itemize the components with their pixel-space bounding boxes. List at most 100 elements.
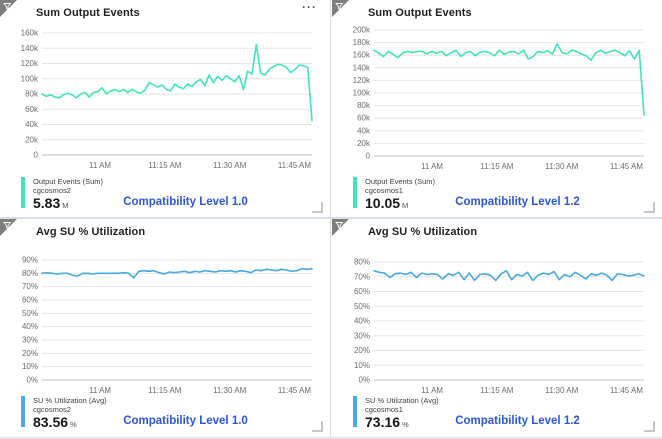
filter-corner-icon[interactable] — [0, 0, 18, 18]
svg-text:40%: 40% — [22, 322, 38, 331]
su-utilization-line-chart-cgcosmos1: 80% 70% 60% 50% 40% 30% 20% 10% 0% 11 AM 11:15 AM 1… — [354, 258, 645, 395]
compatibility-caption: Compatibility Level 1.2 — [455, 196, 580, 208]
legend-resource-name: cgcosmos1 — [365, 405, 403, 414]
metric-value: 5.83 — [33, 195, 61, 211]
tile-title: Sum Output Events — [368, 7, 472, 19]
tile-sum-output-events-cgcosmos2[interactable]: 160k 140k 120k 100k 80k 60k 40k 20k 0 11 AM 11:15 … — [0, 0, 331, 219]
svg-text:11:30 AM: 11:30 AM — [545, 386, 579, 395]
compatibility-caption: Compatibility Level 1.0 — [123, 415, 248, 427]
legend-color-bar — [353, 396, 357, 427]
metric-unit: M — [402, 201, 409, 210]
svg-text:60k: 60k — [357, 114, 371, 123]
legend-metric-label: SU % Utilization (Avg) — [365, 396, 439, 405]
svg-text:0: 0 — [34, 151, 39, 160]
svg-text:11:45 AM: 11:45 AM — [610, 162, 644, 171]
legend: Output Events (Sum) cgcosmos2 5.83 M — [21, 177, 103, 210]
legend-color-bar — [353, 177, 357, 208]
svg-text:40k: 40k — [25, 120, 39, 129]
svg-text:60k: 60k — [25, 105, 39, 114]
legend: SU % Utilization (Avg) cgcosmos2 83.56 % — [21, 396, 107, 429]
tile-sum-output-events-cgcosmos1[interactable]: 200k 180k 160k 140k 120k 100k 80k 60k 40k 20k 0 11 … — [332, 0, 662, 219]
svg-text:90%: 90% — [22, 256, 38, 265]
metric-value: 10.05 — [365, 195, 401, 211]
svg-text:120k: 120k — [21, 59, 39, 68]
resize-handle[interactable] — [644, 421, 655, 432]
tile-column-divider — [330, 0, 331, 439]
svg-text:11:45 AM: 11:45 AM — [610, 386, 644, 395]
svg-text:11:45 AM: 11:45 AM — [278, 161, 312, 170]
metric-unit: % — [70, 420, 77, 429]
resize-handle[interactable] — [644, 202, 655, 213]
legend-color-bar — [21, 177, 25, 208]
svg-text:70%: 70% — [22, 282, 38, 291]
svg-text:60%: 60% — [22, 296, 38, 305]
tile-title: Avg SU % Utilization — [368, 226, 478, 238]
svg-text:140k: 140k — [21, 44, 39, 53]
legend-metric-label: Output Events (Sum) — [33, 177, 104, 186]
svg-text:11 AM: 11 AM — [421, 386, 443, 395]
svg-text:100k: 100k — [21, 74, 39, 83]
dashboard-bottom-edge — [0, 437, 662, 439]
svg-text:11:30 AM: 11:30 AM — [545, 162, 579, 171]
svg-text:70%: 70% — [354, 272, 370, 281]
legend: SU % Utilization (Avg) cgcosmos1 73.16 % — [353, 396, 439, 429]
filter-corner-icon[interactable] — [332, 219, 350, 237]
svg-text:160k: 160k — [353, 51, 371, 60]
svg-text:80%: 80% — [354, 258, 370, 267]
svg-text:20%: 20% — [354, 346, 370, 355]
svg-text:0: 0 — [366, 152, 371, 161]
svg-text:20k: 20k — [357, 139, 371, 148]
metric-value: 73.16 — [365, 414, 401, 430]
svg-text:80%: 80% — [22, 269, 38, 278]
tile-su-utilization-cgcosmos2[interactable]: 90% 80% 70% 60% 50% 40% 30% 20% 10% 0% 11 AM 11:15 … — [0, 219, 331, 438]
tile-su-utilization-cgcosmos1[interactable]: 80% 70% 60% 50% 40% 30% 20% 10% 0% 11 AM 11:15 AM 1… — [332, 219, 662, 438]
svg-text:10%: 10% — [22, 362, 38, 371]
tile-menu-button[interactable]: ··· — [302, 0, 317, 14]
compatibility-caption: Compatibility Level 1.2 — [455, 415, 580, 427]
svg-text:80k: 80k — [25, 90, 39, 99]
svg-text:11:15 AM: 11:15 AM — [148, 386, 182, 395]
svg-text:11 AM: 11 AM — [89, 386, 111, 395]
legend: Output Events (Sum) cgcosmos1 10.05 M — [353, 177, 435, 210]
svg-text:0%: 0% — [358, 376, 370, 385]
svg-text:40k: 40k — [357, 126, 371, 135]
svg-text:30%: 30% — [22, 336, 38, 345]
legend-color-bar — [21, 396, 25, 427]
svg-text:11:30 AM: 11:30 AM — [213, 161, 247, 170]
tile-row-divider — [0, 217, 662, 219]
filter-corner-icon[interactable] — [0, 219, 18, 237]
svg-text:30%: 30% — [354, 331, 370, 340]
filter-corner-icon[interactable] — [332, 0, 350, 18]
tile-title: Avg SU % Utilization — [36, 226, 146, 238]
svg-text:50%: 50% — [22, 309, 38, 318]
legend-metric-label: SU % Utilization (Avg) — [33, 396, 107, 405]
svg-text:200k: 200k — [353, 26, 371, 35]
output-events-line-chart-cgcosmos2: 160k 140k 120k 100k 80k 60k 40k 20k 0 11 AM 11:15 … — [21, 29, 313, 170]
svg-text:11:15 AM: 11:15 AM — [480, 162, 514, 171]
legend-resource-name: cgcosmos1 — [365, 186, 403, 195]
metric-value: 83.56 — [33, 414, 69, 430]
compatibility-caption: Compatibility Level 1.0 — [123, 196, 248, 208]
svg-text:100k: 100k — [353, 89, 371, 98]
tile-title: Sum Output Events — [36, 7, 140, 19]
resize-handle[interactable] — [312, 202, 323, 213]
svg-text:140k: 140k — [353, 63, 371, 72]
output-events-line-chart-cgcosmos1: 200k 180k 160k 140k 120k 100k 80k 60k 40k 20k 0 11 … — [353, 26, 645, 171]
svg-text:0%: 0% — [26, 376, 38, 385]
svg-text:11:15 AM: 11:15 AM — [148, 161, 182, 170]
svg-text:160k: 160k — [21, 29, 39, 38]
legend-metric-label: Output Events (Sum) — [365, 177, 436, 186]
svg-text:20k: 20k — [25, 135, 39, 144]
svg-text:10%: 10% — [354, 361, 370, 370]
legend-resource-name: cgcosmos2 — [33, 186, 71, 195]
svg-text:120k: 120k — [353, 76, 371, 85]
metric-unit: M — [62, 201, 69, 210]
svg-text:80k: 80k — [357, 101, 371, 110]
svg-text:40%: 40% — [354, 317, 370, 326]
metric-unit: % — [402, 420, 409, 429]
resize-handle[interactable] — [312, 421, 323, 432]
svg-text:11 AM: 11 AM — [421, 162, 443, 171]
svg-text:11:15 AM: 11:15 AM — [480, 386, 514, 395]
svg-text:50%: 50% — [354, 302, 370, 311]
